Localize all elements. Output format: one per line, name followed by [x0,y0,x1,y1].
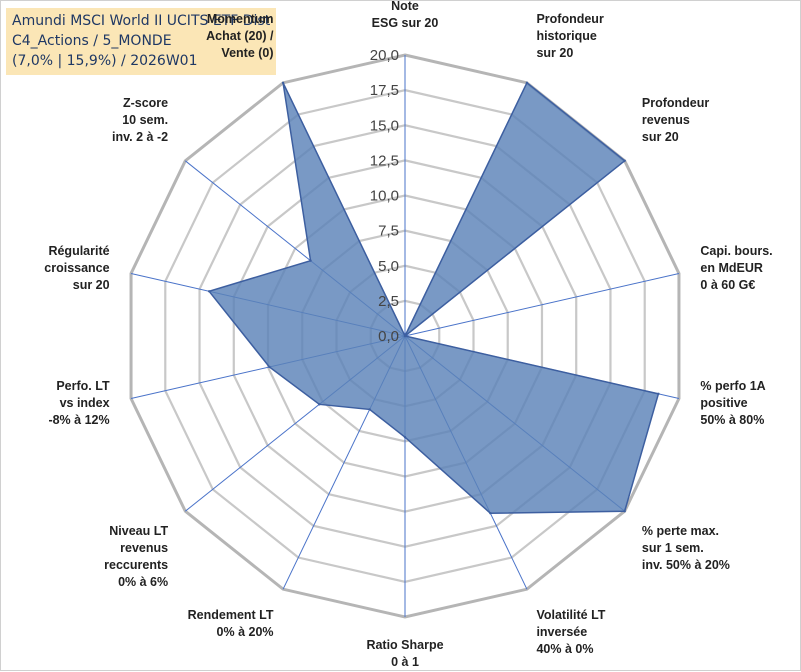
axis-label: Volatilité LT inversée 40% à 0% [536,608,605,656]
axis-label-line: sur 1 sem. [642,541,704,555]
chart-title-line-2: C4_Actions / 5_MONDE [12,33,172,49]
data-point [623,159,626,162]
axis-label-line: 50% à 80% [700,413,764,427]
tick-label: 20,0 [370,47,399,64]
axis-label: Profondeur historique sur 20 [536,12,603,60]
axis-label: Ratio Sharpe 0 à 1 [366,638,443,669]
axis-label-line: inv. 50% à 20% [642,558,730,572]
axis-label-line: Momentum [207,12,274,26]
axis-label: Régularité croissance sur 20 [44,244,109,292]
data-point [403,435,407,439]
axis-label: Momentum Achat (20) / Vente (0) [206,12,274,60]
tick-label: 10,0 [370,188,399,205]
axis-label-line: % perfo 1A [700,379,765,393]
chart-title-box: Amundi MSCI World II UCITS ETF Dist C4_A… [6,8,277,75]
axis-label-line: % perte max. [642,524,719,538]
axis-label-line: 10 sem. [122,113,168,127]
axis-label-line: Niveau LT [109,524,168,538]
axis-label-line: 40% à 0% [536,642,593,656]
data-point [489,512,492,515]
data-series-area [207,81,660,514]
tick-label: 12,5 [370,152,399,169]
axis-label-line: vs index [60,396,110,410]
axis-label-line: reccurents [104,558,168,572]
axis-label-line: revenus [120,541,168,555]
data-point [525,81,529,85]
data-point [207,290,211,293]
tick-label: 5,0 [378,258,399,275]
tick-label: 7,5 [378,223,399,240]
tick-label: 17,5 [370,82,399,99]
data-point [318,403,321,406]
axis-label: % perfo 1A positive 50% à 80% [700,379,765,427]
axis-label-line: 0% à 6% [118,575,168,589]
axis-label-line: Capi. bours. [700,244,772,258]
axis-label-line: revenus [642,113,690,127]
axis-label-line: Achat (20) / [206,29,274,43]
tick-label: 15,0 [370,117,399,134]
axis-label-line: historique [536,29,596,43]
axis-label-line: -8% à 12% [48,413,109,427]
axis-label-line: Profondeur [642,96,709,110]
chart-title-line-1: Amundi MSCI World II UCITS ETF Dist [12,13,271,29]
axis-label: Rendement LT 0% à 20% [188,608,274,639]
axis-label: Niveau LT revenus reccurents 0% à 6% [104,524,168,589]
data-point [281,81,285,85]
axis-label-line: 0 à 1 [391,655,419,669]
axis-label: Perfo. LT vs index -8% à 12% [48,379,110,427]
axis-label-line: Ratio Sharpe [366,638,443,652]
axis-label-line: inv. 2 à -2 [112,130,168,144]
axis-spoke [404,272,680,337]
axis-label-line: ESG sur 20 [372,16,439,30]
data-point [403,334,407,338]
axis-label-line: sur 20 [642,130,679,144]
axis-label-line: Rendement LT [188,608,274,622]
axis-label-line: 0 à 60 G€ [700,278,755,292]
axis-label-line: positive [700,396,747,410]
axis-label: Note ESG sur 20 [372,1,439,30]
axis-label-line: Volatilité LT [536,608,605,622]
data-point [309,259,312,262]
data-point [623,510,626,513]
data-point [268,365,271,369]
axis-label-line: Vente (0) [221,46,273,60]
axis-label: % perte max. sur 1 sem. inv. 50% à 20% [642,524,730,572]
axis-label-line: en MdEUR [700,261,763,275]
axis-label: Z-score 10 sem. inv. 2 à -2 [112,96,168,144]
axis-label-line: Note [391,1,419,13]
axis-label-line: inversée [536,625,587,639]
axis-label-line: 0% à 20% [217,625,274,639]
axis-label-line: sur 20 [536,46,573,60]
axis-label-line: Z-score [123,96,168,110]
tick-label: 0,0 [378,328,399,345]
axis-label-line: croissance [44,261,109,275]
axis-label: Capi. bours. en MdEUR 0 à 60 G€ [700,244,772,292]
axis-label-line: Perfo. LT [56,379,110,393]
axis-label-line: Profondeur [536,12,603,26]
axis-label-line: sur 20 [73,278,110,292]
axis-label: Profondeur revenus sur 20 [642,96,709,144]
axis-label-line: Régularité [48,244,109,258]
data-point [657,392,660,396]
data-point [368,408,371,411]
chart-title-line-3: (7,0% | 15,9%) / 2026W01 [12,53,198,69]
tick-label: 2,5 [378,293,399,310]
